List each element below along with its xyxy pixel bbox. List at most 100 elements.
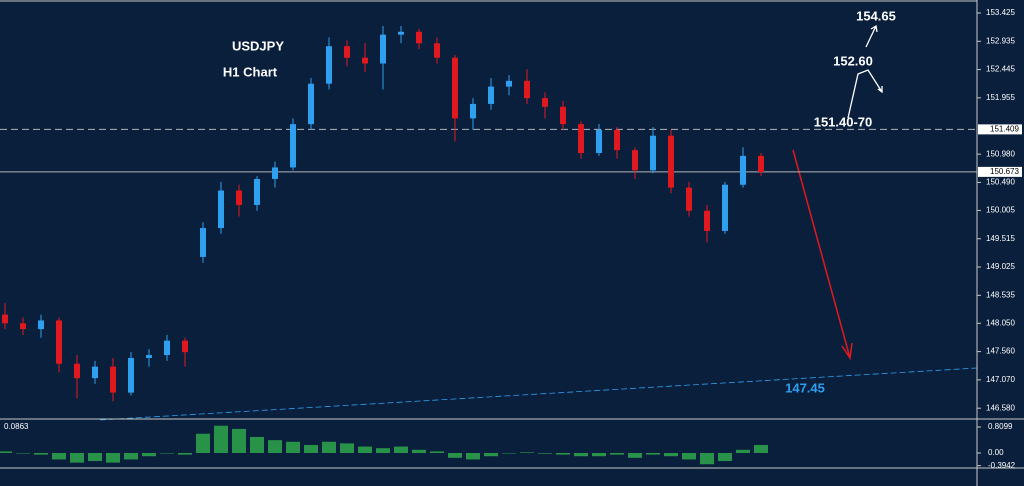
macd-bar bbox=[700, 453, 714, 465]
arrow bbox=[847, 69, 883, 119]
macd-bar bbox=[520, 452, 534, 454]
macd-bar bbox=[88, 453, 102, 462]
macd-bar bbox=[718, 453, 732, 462]
level-label: 151.409 bbox=[990, 124, 1019, 133]
macd-bar bbox=[682, 453, 696, 460]
candle-body bbox=[110, 366, 116, 393]
macd-bar bbox=[214, 425, 228, 454]
macd-bar bbox=[268, 440, 282, 454]
candle-body bbox=[506, 80, 512, 87]
macd-tick-label: -0.3942 bbox=[988, 461, 1016, 470]
candle-body bbox=[380, 34, 386, 64]
candle-body bbox=[632, 150, 638, 171]
y-tick-label: 147.560 bbox=[986, 347, 1015, 356]
macd-bar bbox=[340, 443, 354, 454]
candle-body bbox=[236, 190, 242, 205]
candle-body bbox=[254, 178, 260, 205]
macd-bar bbox=[592, 453, 606, 457]
macd-bar bbox=[304, 444, 318, 454]
y-tick-label: 149.025 bbox=[986, 262, 1015, 271]
macd-bar bbox=[502, 453, 516, 454]
candle-body bbox=[74, 363, 80, 379]
macd-tick-label: 0.00 bbox=[988, 448, 1004, 457]
macd-bar bbox=[538, 453, 552, 454]
macd-bar bbox=[0, 451, 12, 454]
candle-body bbox=[2, 314, 8, 324]
candle-body bbox=[56, 320, 62, 364]
candle-body bbox=[596, 129, 602, 153]
candle-body bbox=[560, 106, 566, 125]
macd-bar bbox=[394, 446, 408, 454]
macd-bar bbox=[52, 453, 66, 460]
macd-bar bbox=[430, 451, 444, 454]
macd-bar bbox=[322, 441, 336, 454]
candle-body bbox=[128, 357, 134, 393]
y-tick-label: 152.935 bbox=[986, 36, 1015, 45]
candle-body bbox=[668, 135, 674, 188]
candle-body bbox=[488, 86, 494, 104]
y-tick-label: 153.425 bbox=[986, 8, 1015, 17]
macd-bar bbox=[610, 453, 624, 455]
candle-body bbox=[92, 366, 98, 379]
candle-body bbox=[704, 210, 710, 231]
candle-body bbox=[200, 228, 206, 257]
candle-body bbox=[452, 57, 458, 119]
macd-bar bbox=[34, 453, 48, 455]
macd-bar bbox=[106, 453, 120, 463]
candle-body bbox=[398, 31, 404, 35]
candle-body bbox=[326, 46, 332, 84]
y-tick-label: 148.050 bbox=[986, 318, 1015, 327]
macd-bar bbox=[754, 444, 768, 454]
candle-body bbox=[524, 80, 530, 99]
level-box bbox=[978, 166, 1022, 177]
macd-bar bbox=[16, 453, 30, 454]
macd-bar bbox=[160, 453, 174, 454]
candle-body bbox=[308, 83, 314, 125]
candle-body bbox=[434, 43, 440, 58]
indicator-label: 0.0863 bbox=[4, 422, 29, 431]
candle-body bbox=[416, 31, 422, 44]
candle-body bbox=[686, 187, 692, 211]
macd-bar bbox=[142, 453, 156, 457]
macd-bar bbox=[250, 436, 264, 454]
candle-body bbox=[614, 129, 620, 151]
macd-bar bbox=[70, 453, 84, 463]
macd-bar bbox=[664, 453, 678, 457]
macd-bar bbox=[232, 428, 246, 454]
candle-body bbox=[578, 124, 584, 153]
candle-body bbox=[164, 340, 170, 356]
y-tick-label: 146.580 bbox=[986, 403, 1015, 412]
macd-bar bbox=[556, 453, 570, 455]
y-tick-label: 149.515 bbox=[986, 234, 1015, 243]
level-box bbox=[978, 124, 1022, 135]
chart-subtitle: H1 Chart bbox=[223, 64, 278, 79]
candle-body bbox=[740, 155, 746, 185]
macd-bar bbox=[178, 453, 192, 455]
y-tick-label: 148.535 bbox=[986, 290, 1015, 299]
macd-bar bbox=[376, 448, 390, 454]
macd-bar bbox=[196, 433, 210, 454]
macd-bar bbox=[286, 441, 300, 454]
candle-body bbox=[290, 124, 296, 168]
level-label: 150.673 bbox=[990, 167, 1019, 176]
annotation: 151.40-70 bbox=[814, 114, 873, 129]
annotation: 152.60 bbox=[833, 53, 873, 68]
forecast-arrow bbox=[792, 149, 853, 361]
macd-bar bbox=[448, 453, 462, 458]
macd-bar bbox=[484, 453, 498, 457]
y-tick-label: 152.445 bbox=[986, 65, 1015, 74]
candle-body bbox=[344, 46, 350, 58]
candle-body bbox=[218, 190, 224, 229]
chart-title: USDJPY bbox=[232, 38, 284, 53]
macd-bar bbox=[412, 449, 426, 454]
y-tick-label: 150.490 bbox=[986, 178, 1015, 187]
y-tick-label: 150.005 bbox=[986, 206, 1015, 215]
candle-body bbox=[146, 355, 152, 358]
macd-bar bbox=[736, 449, 750, 454]
candle-body bbox=[38, 320, 44, 330]
annotation: 147.45 bbox=[785, 380, 825, 395]
macd-bar bbox=[466, 453, 480, 460]
macd-tick-label: 0.8099 bbox=[988, 422, 1013, 431]
macd-bar bbox=[628, 453, 642, 458]
